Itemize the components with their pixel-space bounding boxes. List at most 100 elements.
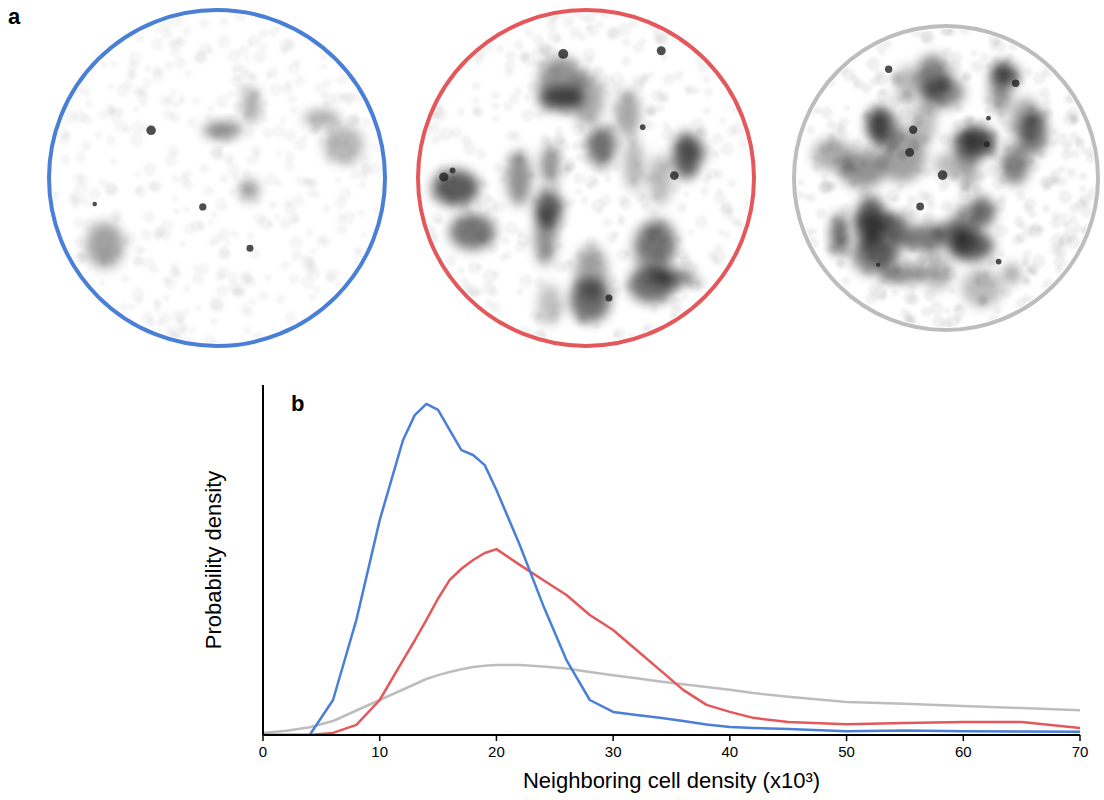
speckle bbox=[134, 171, 140, 177]
speckle bbox=[133, 106, 139, 112]
speckle bbox=[554, 261, 566, 273]
speckle bbox=[810, 228, 816, 234]
speckle bbox=[110, 209, 123, 222]
speckle bbox=[154, 306, 161, 313]
speckle bbox=[172, 309, 185, 322]
speckle bbox=[187, 117, 198, 128]
speckle bbox=[661, 127, 675, 141]
speckle bbox=[985, 107, 992, 114]
speckle bbox=[1052, 129, 1058, 135]
speckle bbox=[1023, 278, 1031, 286]
speckle bbox=[99, 280, 105, 286]
speckle bbox=[195, 305, 202, 312]
cell bbox=[199, 203, 206, 210]
speckle bbox=[154, 300, 160, 306]
speckle bbox=[247, 297, 256, 306]
speckle bbox=[1063, 112, 1077, 126]
speckle bbox=[596, 21, 603, 28]
speckle bbox=[258, 290, 269, 301]
speckle bbox=[457, 267, 464, 274]
speckle bbox=[617, 218, 625, 226]
speckle bbox=[622, 38, 631, 47]
speckle bbox=[321, 54, 328, 61]
speckle bbox=[897, 184, 904, 191]
cell-cluster bbox=[624, 139, 644, 191]
speckle bbox=[899, 107, 912, 120]
speckle bbox=[949, 287, 956, 294]
speckle bbox=[163, 294, 170, 301]
speckle bbox=[288, 273, 299, 284]
speckle bbox=[944, 307, 950, 313]
speckle bbox=[797, 179, 804, 186]
cell bbox=[670, 171, 679, 180]
speckle bbox=[574, 188, 581, 195]
x-tick-label: 60 bbox=[955, 743, 972, 760]
speckle bbox=[839, 117, 849, 127]
speckle bbox=[922, 168, 932, 178]
speckle bbox=[632, 42, 644, 54]
speckle bbox=[484, 209, 491, 216]
cell-cluster bbox=[449, 214, 495, 250]
speckle bbox=[137, 90, 148, 101]
speckle bbox=[133, 256, 144, 267]
speckle bbox=[107, 105, 117, 115]
speckle bbox=[121, 275, 129, 283]
sample-image bbox=[44, 9, 385, 352]
speckle bbox=[1031, 271, 1037, 277]
density-curve bbox=[263, 549, 1080, 735]
speckle bbox=[816, 208, 827, 219]
speckle bbox=[547, 30, 560, 43]
cell bbox=[146, 126, 156, 136]
speckle bbox=[463, 142, 477, 156]
speckle bbox=[985, 63, 991, 69]
speckle bbox=[314, 83, 323, 92]
speckle bbox=[878, 88, 886, 96]
speckle bbox=[130, 133, 144, 147]
cell-cluster bbox=[240, 180, 259, 201]
speckle bbox=[1028, 209, 1037, 218]
speckle bbox=[491, 91, 500, 100]
speckle bbox=[182, 169, 192, 179]
speckle bbox=[360, 172, 368, 180]
speckle bbox=[282, 84, 293, 95]
speckle bbox=[587, 183, 593, 189]
speckle bbox=[640, 73, 649, 82]
speckle bbox=[807, 194, 816, 203]
speckle bbox=[344, 93, 354, 103]
speckle bbox=[726, 126, 736, 136]
speckle bbox=[317, 137, 323, 143]
speckle bbox=[192, 97, 200, 105]
speckle bbox=[105, 184, 119, 198]
speckle bbox=[98, 110, 107, 119]
speckle bbox=[227, 113, 238, 124]
speckle bbox=[171, 175, 180, 184]
speckle bbox=[585, 13, 596, 24]
speckle bbox=[618, 195, 629, 206]
speckle bbox=[482, 181, 489, 188]
x-tick-label: 70 bbox=[1072, 743, 1089, 760]
speckle bbox=[576, 154, 583, 161]
speckle bbox=[517, 288, 524, 295]
speckle bbox=[521, 109, 534, 122]
cell bbox=[558, 49, 568, 59]
cell-cluster bbox=[968, 196, 995, 227]
speckle bbox=[580, 195, 589, 204]
speckle bbox=[866, 292, 878, 304]
speckle bbox=[952, 119, 961, 128]
cell-cluster bbox=[538, 284, 562, 324]
x-tick bbox=[496, 735, 498, 741]
cell-cluster bbox=[507, 151, 531, 206]
x-tick-label: 20 bbox=[488, 743, 505, 760]
speckle bbox=[1039, 87, 1050, 98]
speckle bbox=[954, 303, 962, 311]
speckle bbox=[650, 304, 658, 312]
speckle bbox=[128, 303, 135, 310]
speckle bbox=[232, 175, 239, 182]
speckle bbox=[149, 181, 159, 191]
speckle bbox=[612, 331, 620, 339]
speckle bbox=[593, 323, 599, 329]
speckle bbox=[207, 104, 215, 112]
speckle bbox=[131, 121, 144, 134]
speckle bbox=[486, 44, 494, 52]
speckle bbox=[269, 27, 279, 37]
